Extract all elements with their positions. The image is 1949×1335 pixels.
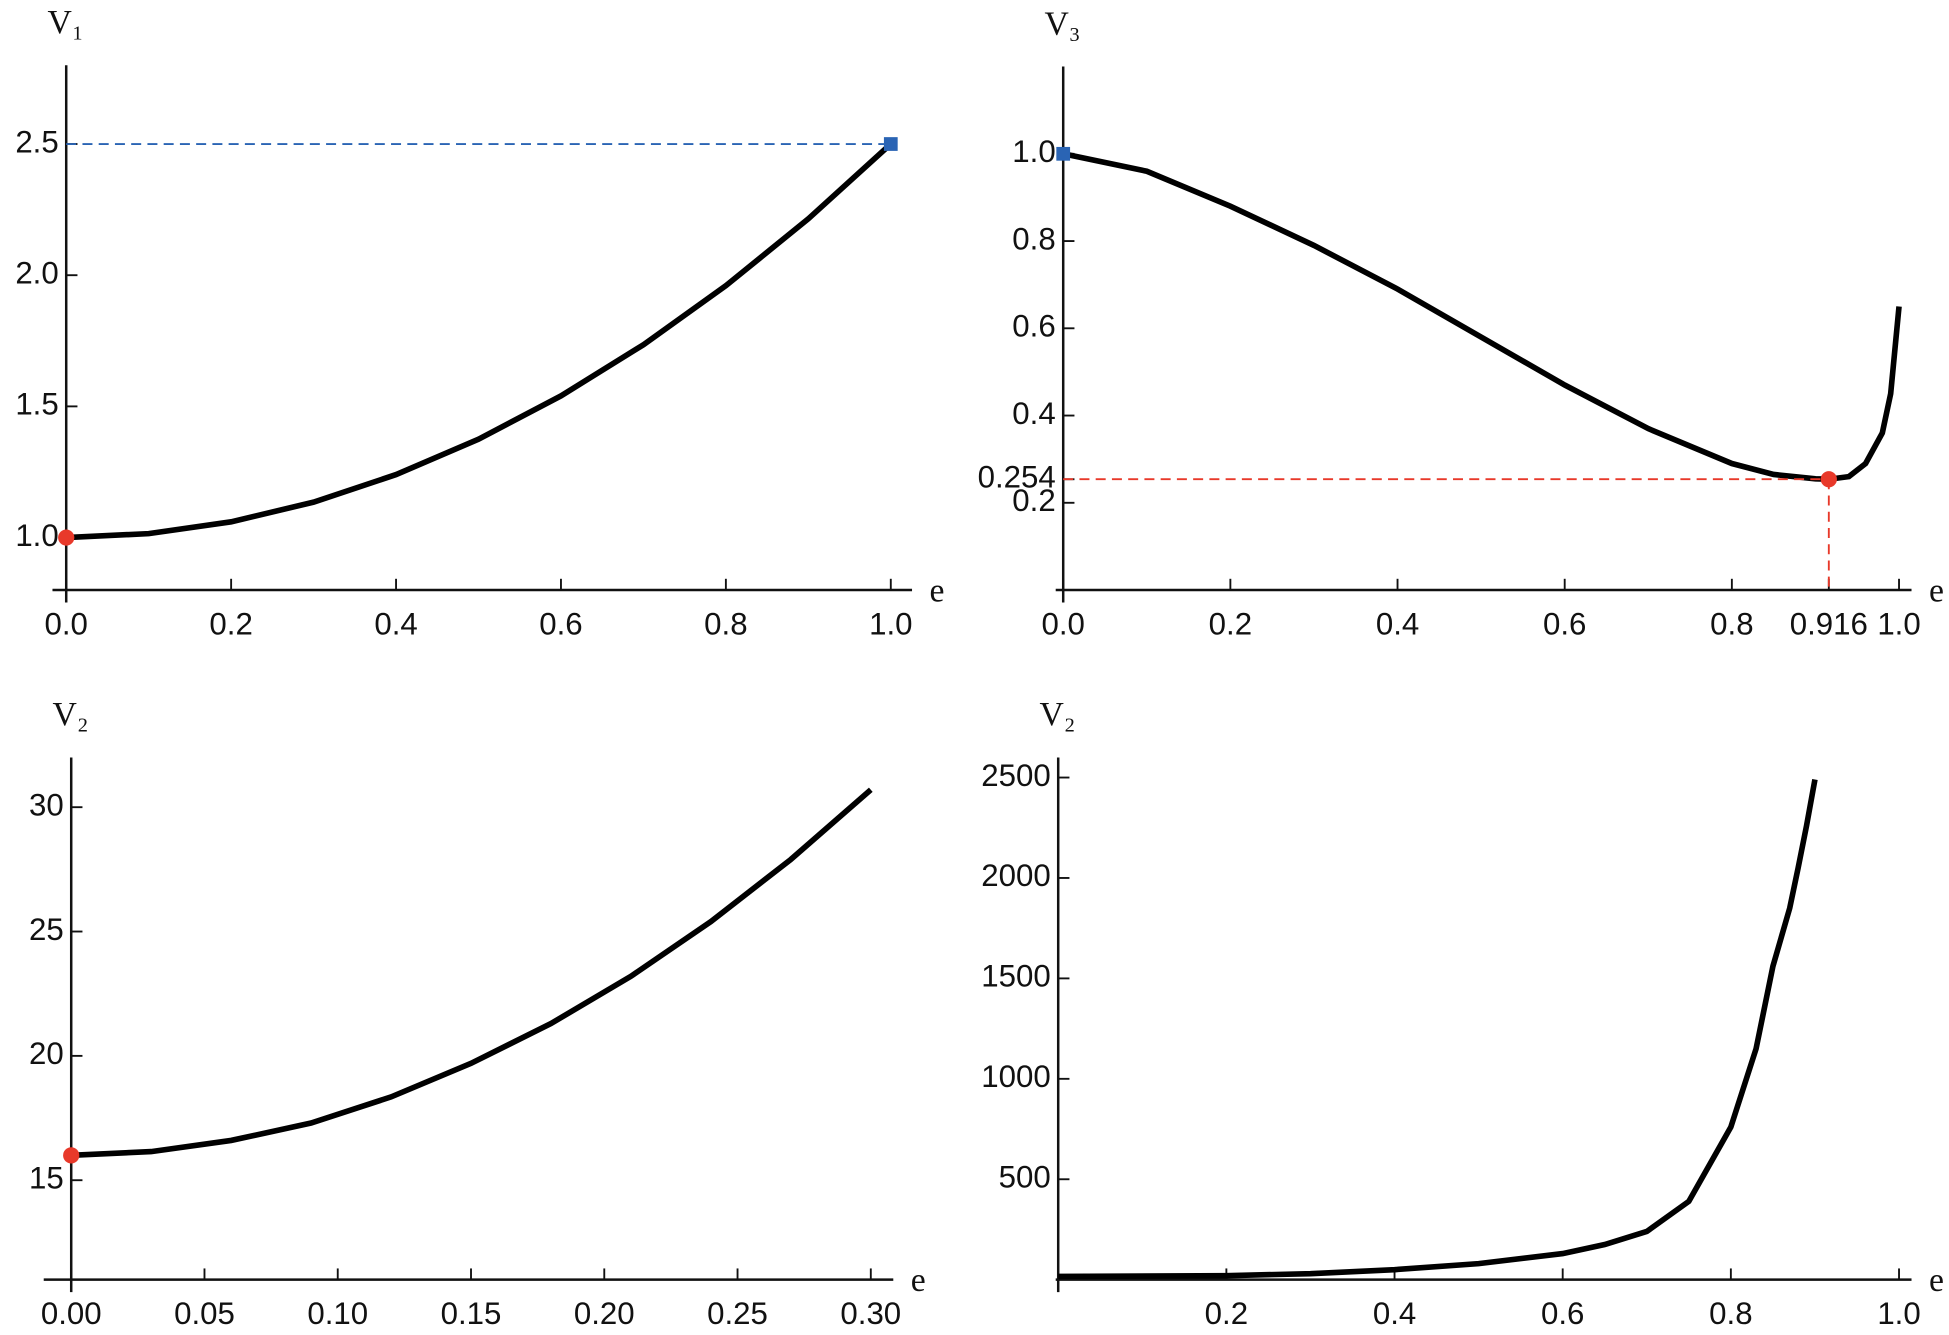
x-tick-label: 0.4 [1376,607,1419,642]
y-tick-label: 2500 [981,758,1050,793]
x-tick-label: 0.2 [1209,607,1252,642]
x-tick-label: 0.8 [704,607,747,642]
y-tick-label: 1.0 [15,518,58,553]
curve [1062,151,1902,483]
y-axis-label: V₃ [1044,5,1080,42]
x-tick-label: 0.8 [1709,1296,1752,1331]
y-tick-label: 1500 [981,959,1050,994]
y-tick-label: 30 [29,787,64,822]
x-tick-label: 0.916 [1790,607,1868,642]
y-axis-label: V₂ [52,696,88,733]
x-tick-label: 0.30 [840,1296,901,1331]
x-axis-label: e [1929,1262,1944,1299]
y-axis-label: V₁ [47,4,83,41]
point-marker [1820,471,1837,488]
x-tick-label: 0.2 [209,607,252,642]
x-tick-label: 0.6 [1541,1296,1584,1331]
x-tick-label: 0.15 [441,1296,502,1331]
y-tick-label: 0.254 [978,459,1056,494]
x-tick-label: 0.4 [1373,1296,1416,1331]
x-tick-label: 0.2 [1205,1296,1248,1331]
y-tick-label: 25 [29,912,64,947]
y-axis-label: V₂ [1039,696,1075,733]
y-tick-label: 0.2 [1012,483,1055,518]
y-tick-label: 1.0 [1012,134,1055,169]
x-tick-label: 0.0 [45,607,88,642]
x-tick-label: 0.4 [374,607,417,642]
x-tick-label: 0.25 [707,1296,768,1331]
x-tick-label: 0.6 [1543,607,1586,642]
curve [66,141,893,541]
x-tick-label: 1.0 [1877,1296,1920,1331]
point-marker [1056,146,1071,161]
x-tick-label: 0.10 [307,1296,368,1331]
y-tick-label: 0.4 [1012,396,1055,431]
y-tick-label: 20 [29,1036,64,1071]
y-tick-label: 1000 [981,1059,1050,1094]
x-tick-label: 1.0 [1877,607,1920,642]
point-marker [58,529,75,546]
y-tick-label: 2.5 [15,124,58,159]
y-tick-label: 0.8 [1012,221,1055,256]
y-tick-label: 0.6 [1012,309,1055,344]
y-tick-label: 2000 [981,858,1050,893]
x-tick-label: 0.8 [1710,607,1753,642]
x-tick-label: 0.6 [539,607,582,642]
point-marker [883,137,898,151]
x-tick-label: 0.20 [574,1296,635,1331]
x-axis-label: e [930,573,945,610]
curve [1058,779,1818,1280]
y-tick-label: 500 [999,1160,1051,1195]
y-tick-label: 1.5 [15,387,58,422]
x-tick-label: 0.05 [174,1296,235,1331]
x-axis-label: e [1929,573,1944,610]
y-tick-label: 15 [29,1160,64,1195]
x-tick-label: 0.0 [1042,607,1085,642]
x-tick-label: 1.0 [869,607,912,642]
curve [71,787,873,1159]
point-marker [63,1147,80,1164]
x-tick-label: 0.00 [41,1296,102,1331]
y-tick-label: 2.0 [15,255,58,290]
x-axis-label: e [911,1262,926,1299]
